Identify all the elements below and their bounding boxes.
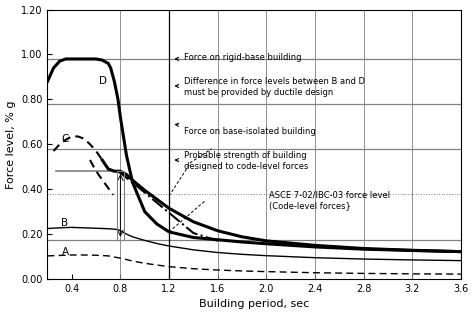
Text: C: C [62,134,69,144]
Bar [117,171,124,240]
Text: ASCE 7-02/IBC-03 force level
(Code-level forces}: ASCE 7-02/IBC-03 force level (Code-level… [269,190,390,210]
Text: A: A [62,248,69,257]
X-axis label: Building period, sec: Building period, sec [199,300,309,309]
Text: Force on base-isolated building: Force on base-isolated building [175,123,315,136]
Text: Difference in force levels between B and D
must be provided by ductile design: Difference in force levels between B and… [175,77,365,97]
Text: B: B [62,218,69,228]
Y-axis label: Force level, % g: Force level, % g [6,100,16,189]
Text: D: D [99,76,107,86]
Text: Force on rigid-base building: Force on rigid-base building [175,53,301,62]
Text: Probable strength of building
designed to code-level forces: Probable strength of building designed t… [175,152,308,171]
